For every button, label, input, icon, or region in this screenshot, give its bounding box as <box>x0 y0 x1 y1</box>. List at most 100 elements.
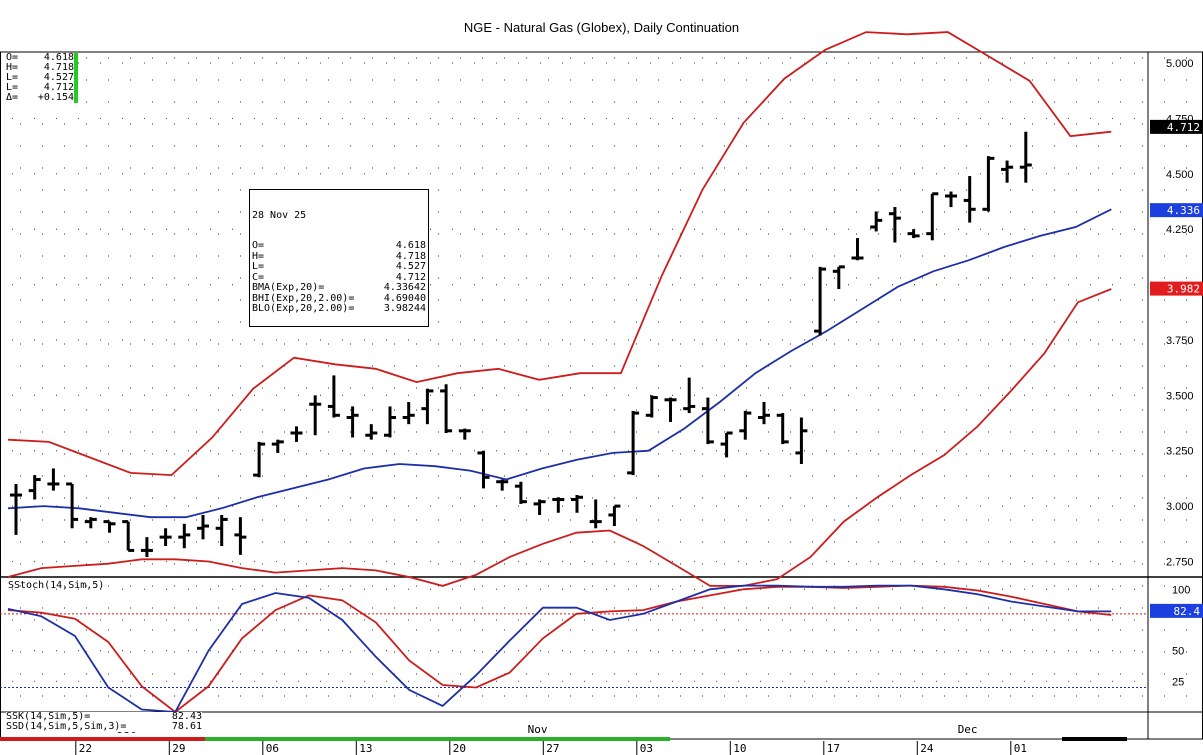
ohlc-bar <box>458 428 471 440</box>
stoch-axis-label: 100 <box>1172 584 1190 596</box>
ohlc-bar <box>888 207 901 243</box>
day-label: 13 <box>359 742 372 755</box>
ohlc-bar <box>10 483 22 535</box>
stoch-value-row: SSK(14,Sim,5)= 82.43 <box>6 711 202 722</box>
ohlc-bar <box>234 517 247 555</box>
ohlc-bar <box>365 424 378 440</box>
stoch-badge-text: 82.4 <box>1174 605 1201 618</box>
ohlc-bar <box>870 211 883 232</box>
price-badge-text: 3.982 <box>1167 283 1200 296</box>
price-axis-label: 3.750 <box>1166 335 1194 347</box>
ohlc-summary-row: L= 4.712 <box>6 83 78 93</box>
stoch-label: SStoch(14,Sim,5) <box>8 580 105 591</box>
ohlc-bar <box>701 397 714 445</box>
ohlc-bar <box>720 431 733 458</box>
data-window-row: BHI(Exp,20,2.00)= 4.69040 <box>252 292 426 304</box>
ohlc-bar <box>197 514 209 540</box>
month-label: Nov <box>528 723 548 736</box>
ohlc-bar <box>346 406 359 438</box>
stoch-badge <box>1150 603 1203 618</box>
ohlc-bar <box>514 481 527 504</box>
stochastic-panel <box>0 584 1148 714</box>
price-badge <box>1150 281 1203 296</box>
ohlc-summary-row: L= 4.527 <box>6 73 78 83</box>
day-label: 17 <box>827 742 840 755</box>
ohlc-bar <box>832 265 845 290</box>
price-axis-label: 4.500 <box>1166 169 1194 181</box>
ohlc-bar <box>28 475 41 500</box>
ohlc-bar <box>533 499 546 515</box>
bollinger-middle <box>7 208 1112 519</box>
ohlc-summary-row: Δ= +0.154 <box>6 93 78 103</box>
data-window: 28 Nov 25 O= 4.618 H= 4.718 L= 4.527 C= 4.712 BM… <box>249 189 429 327</box>
data-window-row: BMA(Exp,20)= 4.33642 <box>252 282 426 293</box>
price-badge <box>1150 203 1203 218</box>
day-label: 03 <box>640 742 653 755</box>
data-window-row: H= 4.718 <box>252 250 426 262</box>
ohlc-bar <box>140 537 153 558</box>
ohlc-bar <box>982 156 995 212</box>
day-label: 27 <box>546 742 559 755</box>
stoch-value-row: SSD(14,Sim,5,Sim,3)= 78.61 <box>6 721 202 732</box>
month-bar-sep <box>0 737 205 741</box>
ohlc-bar <box>215 514 228 546</box>
axis-labels: 5.0004.7504.5004.2503.7503.5003.2503.000… <box>0 58 1203 755</box>
bollinger-bands <box>7 31 1112 587</box>
day-label: 10 <box>733 742 746 755</box>
ohlc-bar <box>402 402 415 425</box>
ohlc-bar <box>589 499 602 529</box>
chart-border <box>0 51 1203 740</box>
month-label: Dec <box>958 723 978 736</box>
data-window-row: BLO(Exp,20,2.00)= 3.98244 <box>252 303 426 314</box>
ohlc-bar <box>739 410 752 440</box>
ohlc-bar <box>384 406 396 438</box>
price-badge-text: 4.336 <box>1167 204 1200 217</box>
day-label: 01 <box>1014 742 1027 755</box>
ohlc-bar <box>327 375 340 418</box>
price-axis-label: 3.500 <box>1166 390 1194 402</box>
ohlc-bar <box>122 520 135 552</box>
bollinger-lower <box>7 288 1112 587</box>
month-bar-oct <box>205 737 670 741</box>
ohlc-bars <box>10 131 1032 558</box>
ohlc-bar <box>552 497 565 513</box>
day-label: 29 <box>172 742 185 755</box>
stoch-axis-label: 50 <box>1172 646 1184 658</box>
data-window-row: C= 4.712 <box>252 271 426 283</box>
ohlc-bar <box>271 439 284 453</box>
day-label: 24 <box>920 742 934 755</box>
ohlc-bar <box>945 191 957 208</box>
ohlc-bar <box>608 504 621 527</box>
stoch-values-box: SSK(14,Sim,5)= 82.43 SSD(14,Sim,5,Sim,3)= 7… <box>6 712 202 732</box>
ohlc-summary-row: O= 4.618 <box>6 53 78 63</box>
day-label: 20 <box>453 742 466 755</box>
stoch-k-line <box>7 584 1112 713</box>
ohlc-summary-row: H= 4.718 <box>6 63 78 73</box>
ohlc-bar <box>851 238 864 261</box>
stoch-d-line <box>7 584 1112 714</box>
price-axis-label: 4.250 <box>1166 224 1194 236</box>
ohlc-bar <box>1019 131 1032 183</box>
ohlc-bar <box>66 482 79 529</box>
ohlc-bar <box>571 495 583 513</box>
ohlc-bar <box>683 377 696 414</box>
ohlc-bar <box>253 441 266 478</box>
ohlc-bar <box>627 410 640 476</box>
data-window-date: 28 Nov 25 <box>252 210 307 221</box>
day-label: 22 <box>79 742 92 755</box>
data-window-row: L= 4.527 <box>252 261 426 272</box>
ohlc-bar <box>84 517 97 529</box>
stoch-axis-label: 25 <box>1172 676 1184 688</box>
ohlc-bar <box>795 417 808 465</box>
day-label: 06 <box>266 742 279 755</box>
price-axis-label: 3.250 <box>1166 446 1194 458</box>
chart-title: NGE - Natural Gas (Globex), Daily Contin… <box>463 20 740 35</box>
ohlc-bar <box>421 388 434 425</box>
ohlc-bar <box>103 520 116 533</box>
price-axis-label: 5.000 <box>1166 58 1194 70</box>
ohlc-bar <box>776 413 789 445</box>
ohlc-bar <box>477 450 490 489</box>
ohlc-bar <box>926 192 939 241</box>
ohlc-summary: O= 4.618 H= 4.718 L= 4.527 L= 4.712 Δ= +0.154 <box>6 53 78 103</box>
